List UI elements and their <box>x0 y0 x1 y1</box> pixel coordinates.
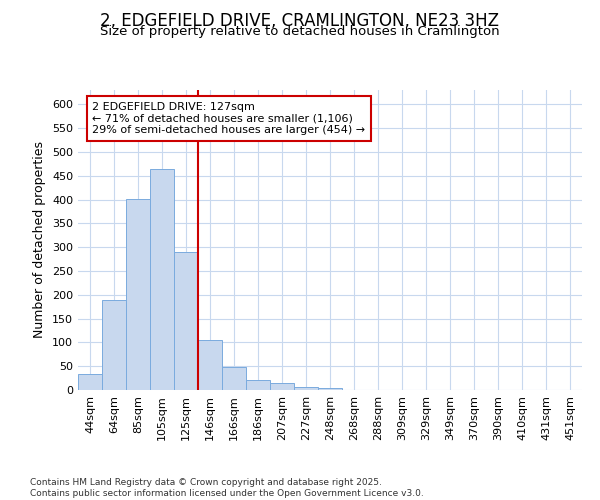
Bar <box>78 374 102 390</box>
Y-axis label: Number of detached properties: Number of detached properties <box>34 142 46 338</box>
Bar <box>270 383 294 390</box>
Text: Contains HM Land Registry data © Crown copyright and database right 2025.
Contai: Contains HM Land Registry data © Crown c… <box>30 478 424 498</box>
Bar <box>294 386 318 390</box>
Text: Size of property relative to detached houses in Cramlington: Size of property relative to detached ho… <box>100 25 500 38</box>
Bar <box>174 252 198 390</box>
Bar <box>222 367 246 390</box>
Bar <box>150 168 174 390</box>
Bar <box>318 388 342 390</box>
Bar <box>102 300 126 390</box>
Text: 2 EDGEFIELD DRIVE: 127sqm
← 71% of detached houses are smaller (1,106)
29% of se: 2 EDGEFIELD DRIVE: 127sqm ← 71% of detac… <box>92 102 365 135</box>
Bar <box>126 198 150 390</box>
Bar <box>246 380 270 390</box>
Bar <box>198 340 222 390</box>
Text: 2, EDGEFIELD DRIVE, CRAMLINGTON, NE23 3HZ: 2, EDGEFIELD DRIVE, CRAMLINGTON, NE23 3H… <box>101 12 499 30</box>
